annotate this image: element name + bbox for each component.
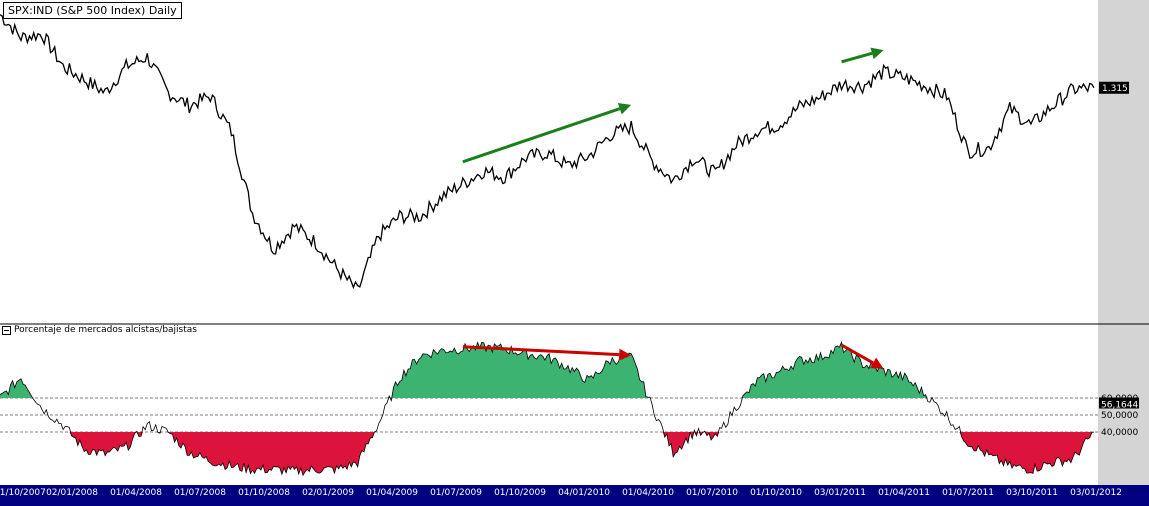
oscillator-value-badge-2 xyxy=(1099,397,1139,409)
x-tick-label: 01/04/2009 xyxy=(366,488,418,498)
oscillator-value-label-2: 56,1644 xyxy=(1101,401,1138,411)
x-tick-label: 01/07/2009 xyxy=(430,488,482,498)
x-tick-label: 01/10/2008 xyxy=(238,488,290,498)
oscillator-value-badge-3 xyxy=(1099,409,1139,420)
price-arrow-1 xyxy=(462,102,632,164)
oscillator-arrow-2 xyxy=(840,343,884,369)
oscillator-title-row: Porcentaje de mercados alcistas/bajistas xyxy=(2,325,197,335)
oscillator-bull-fill xyxy=(0,342,1094,398)
oscillator-value-label-3: 50,0000 xyxy=(1101,411,1138,421)
oscillator-arrow-1 xyxy=(462,345,632,361)
x-tick-label: 01/10/2007 xyxy=(0,488,46,498)
collapse-icon[interactable] xyxy=(2,325,11,335)
x-tick-label: 01/04/2010 xyxy=(622,488,674,498)
last-price-label: 1.315 xyxy=(1102,84,1128,94)
x-tick-label: 03/10/2011 xyxy=(1006,488,1058,498)
oscillator-bear-fill xyxy=(0,432,1094,476)
x-tick-label: 01/07/2008 xyxy=(174,488,226,498)
x-tick-label: 04/01/2010 xyxy=(558,488,610,498)
oscillator-line xyxy=(0,340,1095,477)
chart-title: SPX:IND (S&P 500 Index) Daily xyxy=(3,2,182,19)
oscillator-title: Porcentaje de mercados alcistas/bajistas xyxy=(14,325,197,335)
x-tick-label: 02/01/2008 xyxy=(46,488,98,498)
x-axis-bar xyxy=(0,485,1149,506)
x-tick-label: 02/01/2009 xyxy=(302,488,354,498)
x-tick-label: 01/07/2011 xyxy=(942,488,994,498)
price-series-line xyxy=(0,14,1095,290)
oscillator-value-badge-1 xyxy=(1099,392,1139,403)
x-tick-label: 01/04/2011 xyxy=(878,488,930,498)
last-price-badge xyxy=(1099,81,1129,94)
oscillator-value-badge-4 xyxy=(1099,426,1139,437)
x-tick-label: 01/10/2010 xyxy=(750,488,802,498)
x-tick-label: 01/10/2009 xyxy=(494,488,546,498)
x-tick-label: 01/07/2010 xyxy=(686,488,738,498)
x-tick-label: 03/01/2011 xyxy=(814,488,866,498)
x-tick-label: 03/01/2012 xyxy=(1070,488,1122,498)
x-tick-label: 01/04/2008 xyxy=(110,488,162,498)
price-arrow-2 xyxy=(841,47,884,64)
oscillator-value-label-4: 40,0000 xyxy=(1101,428,1138,438)
